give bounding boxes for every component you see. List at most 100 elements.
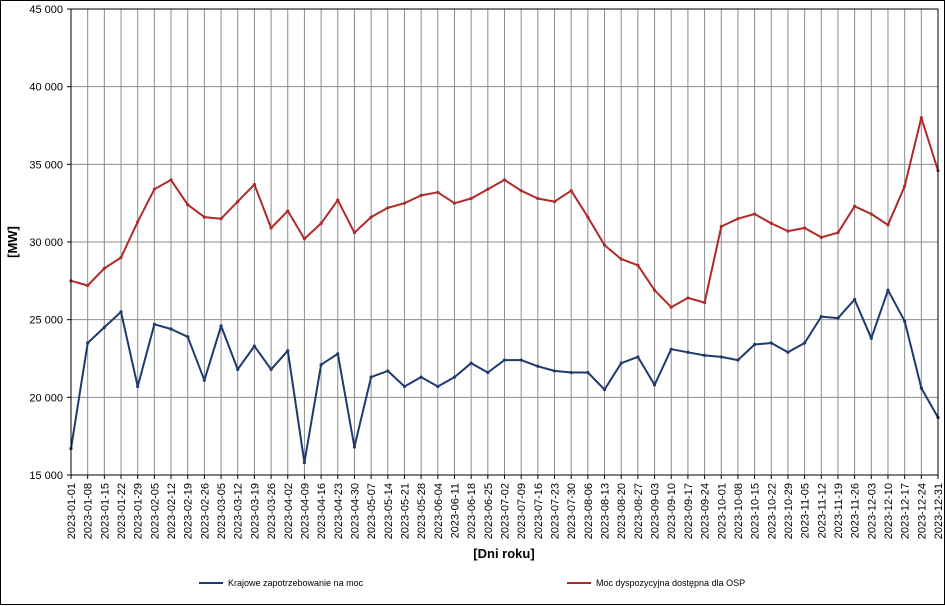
x-tick-label: 2023-04-02 <box>283 483 295 539</box>
x-tick-label: 2023-04-16 <box>316 483 328 539</box>
y-tick-label: 45 000 <box>29 4 63 16</box>
data-point <box>269 367 273 371</box>
x-tick-label: 2023-05-14 <box>383 483 395 539</box>
data-point <box>803 341 807 345</box>
data-point <box>836 231 840 235</box>
x-tick-label: 2023-01-22 <box>116 483 128 539</box>
data-point <box>419 375 423 379</box>
x-tick-label: 2023-06-18 <box>466 483 478 539</box>
x-tick-label: 2023-04-30 <box>349 483 361 539</box>
gridlines <box>70 8 939 476</box>
data-point <box>419 193 423 197</box>
x-tick-label: 2023-02-19 <box>183 483 195 539</box>
x-tick-label: 2023-08-27 <box>633 483 645 539</box>
data-point <box>552 369 557 373</box>
x-tick-label: 2023-06-25 <box>483 483 495 539</box>
x-tick-label: 2023-09-24 <box>700 483 712 539</box>
x-tick-label: 2023-07-30 <box>566 483 578 539</box>
data-point <box>102 266 106 271</box>
data-point <box>569 370 573 375</box>
x-tick-label: 2023-10-15 <box>750 483 762 539</box>
data-point <box>652 383 657 387</box>
x-axis-ticks: 2023-01-01 2023-01-08 2023-01-15 2023-01-22… <box>66 475 945 539</box>
data-point <box>486 370 490 375</box>
data-point <box>269 226 273 230</box>
y-axis-ticks: 15 000 20 000 25 000 30 000 35 000 40 000 45 0… <box>29 4 71 482</box>
data-point <box>436 384 440 389</box>
y-tick-label: 15 000 <box>29 470 63 482</box>
data-point <box>519 358 523 362</box>
data-point <box>219 324 223 328</box>
data-point <box>452 375 457 379</box>
data-point <box>502 178 507 182</box>
data-point <box>252 344 257 348</box>
data-point <box>336 198 340 202</box>
data-point <box>86 341 90 345</box>
data-point <box>369 215 373 219</box>
data-point <box>886 223 890 227</box>
data-point <box>152 187 156 191</box>
data-point <box>853 204 857 208</box>
data-point <box>169 178 173 182</box>
data-point <box>836 316 840 320</box>
data-point <box>486 187 490 191</box>
x-tick-label: 2023-03-05 <box>216 483 228 539</box>
x-tick-label: 2023-12-10 <box>883 483 895 539</box>
x-tick-label: 2023-01-01 <box>66 483 78 539</box>
data-point <box>502 358 507 362</box>
x-tick-label: 2023-12-03 <box>866 483 878 539</box>
data-point <box>86 283 90 288</box>
data-point <box>552 200 557 204</box>
x-tick-label: 2023-08-20 <box>616 483 628 539</box>
data-point <box>369 375 373 379</box>
data-point <box>853 297 857 302</box>
data-point <box>536 196 540 201</box>
data-point <box>186 335 190 339</box>
x-tick-label: 2023-01-08 <box>83 483 95 539</box>
data-point <box>336 352 340 356</box>
x-tick-label: 2023-05-28 <box>416 483 428 539</box>
data-point <box>702 353 707 357</box>
x-tick-label: 2023-03-26 <box>266 483 278 539</box>
data-point <box>152 322 156 326</box>
x-tick-label: 2023-02-05 <box>149 483 161 539</box>
x-tick-label: 2023-10-29 <box>783 483 795 539</box>
data-point <box>602 387 607 392</box>
x-tick-label: 2023-10-01 <box>716 483 728 539</box>
x-tick-label: 2023-08-06 <box>583 483 595 539</box>
data-point <box>702 300 707 305</box>
x-tick-label: 2023-03-19 <box>249 483 261 539</box>
data-point <box>752 212 757 216</box>
data-point <box>652 288 657 292</box>
data-point <box>452 201 457 205</box>
data-point <box>903 184 907 188</box>
x-tick-label: 2023-12-17 <box>900 483 912 539</box>
data-point <box>236 367 240 371</box>
data-point <box>919 386 923 390</box>
x-tick-label: 2023-04-09 <box>299 483 311 539</box>
data-point <box>669 347 673 351</box>
x-tick-label: 2023-07-02 <box>500 483 512 539</box>
y-tick-label: 35 000 <box>29 159 63 171</box>
data-point <box>536 364 540 368</box>
data-point <box>786 229 790 233</box>
x-tick-label: 2023-05-21 <box>399 483 411 539</box>
x-tick-label: 2023-12-31 <box>933 483 945 539</box>
data-point <box>402 201 407 205</box>
data-point <box>869 336 873 340</box>
data-point <box>669 305 673 309</box>
data-point <box>719 355 723 359</box>
x-tick-label: 2023-06-11 <box>449 483 461 538</box>
plot-border <box>70 8 939 476</box>
x-tick-label: 2023-01-15 <box>99 483 111 539</box>
data-point <box>602 243 607 247</box>
x-tick-label: 2023-09-03 <box>650 483 662 539</box>
x-tick-label: 2023-12-24 <box>916 483 928 539</box>
data-point <box>736 217 740 221</box>
data-point <box>102 325 106 330</box>
x-tick-label: 2023-10-08 <box>733 483 745 539</box>
x-tick-label: 2023-01-29 <box>133 483 145 539</box>
x-tick-label: 2023-11-26 <box>850 483 862 538</box>
data-point <box>903 319 907 323</box>
